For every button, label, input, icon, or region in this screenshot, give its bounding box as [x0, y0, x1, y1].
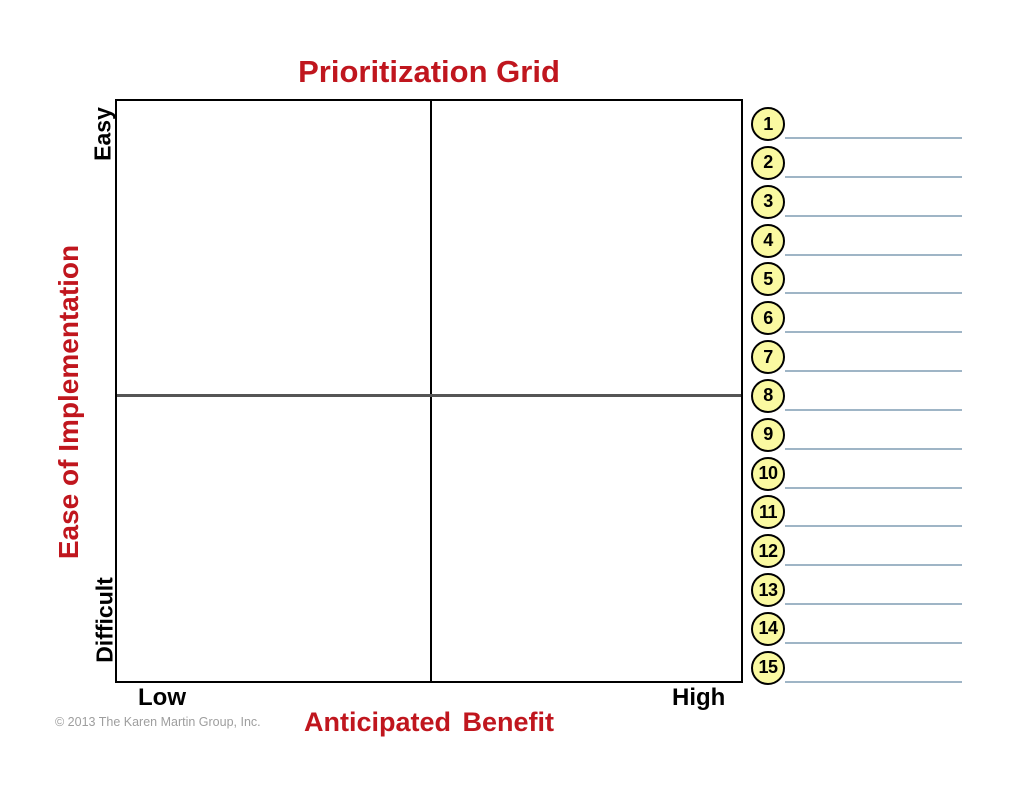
priority-write-line	[785, 331, 962, 334]
priority-list-item: 9	[751, 417, 964, 457]
x-axis-title: Anticipated Benefit	[303, 707, 555, 737]
priority-number-badge: 10	[751, 456, 785, 491]
x-axis-tick-low: Low	[138, 684, 186, 711]
priority-number-badge: 3	[751, 184, 785, 219]
priority-number-badge: 12	[751, 534, 785, 569]
priority-write-line	[785, 253, 962, 256]
priority-list-item: 11	[751, 495, 964, 534]
grid-vertical-divider	[430, 101, 432, 681]
priority-number-badge: 2	[751, 145, 785, 180]
priority-list-item: 2	[751, 145, 964, 185]
priority-list-item: 6	[751, 301, 964, 340]
copyright-notice: © 2013 The Karen Martin Group, Inc.	[55, 715, 261, 729]
priority-number-badge: 6	[751, 301, 785, 336]
priority-number-badge: 15	[751, 650, 785, 685]
page-title: Prioritization Grid	[298, 54, 560, 89]
priority-write-line	[785, 680, 962, 683]
priority-write-line	[785, 486, 962, 489]
priority-number-badge: 11	[751, 495, 785, 530]
priority-list-item: 5	[751, 262, 964, 301]
quadrant-easy-high	[428, 101, 741, 394]
quadrant-difficult-low	[117, 388, 430, 681]
priority-write-line	[785, 137, 962, 139]
priority-write-line	[785, 408, 962, 411]
priority-write-line	[785, 292, 962, 295]
priority-write-line	[785, 603, 962, 606]
priority-write-line	[785, 370, 962, 373]
priority-write-line	[785, 564, 962, 567]
priority-write-line	[785, 447, 962, 450]
priority-list-item: 13	[751, 573, 964, 612]
priority-list-item: 10	[751, 456, 964, 496]
priority-number-badge: 13	[751, 573, 785, 608]
quadrant-easy-low	[117, 101, 430, 394]
priority-write-line	[785, 214, 962, 217]
priority-number-badge: 4	[751, 223, 785, 258]
priority-write-line	[785, 175, 962, 178]
priority-write-line	[785, 525, 962, 528]
priority-number-badge: 5	[751, 262, 785, 297]
priority-number-badge: 7	[751, 340, 785, 375]
priority-list-item: 7	[751, 340, 964, 379]
y-axis-tick-easy: Easy	[89, 107, 116, 161]
priority-list-item: 14	[751, 611, 964, 651]
prioritization-grid	[115, 99, 743, 683]
priority-list-item: 1	[751, 107, 964, 146]
quadrant-difficult-high	[428, 388, 741, 681]
priority-list-item: 4	[751, 223, 964, 263]
priority-list: 1 2 3 4 5 6 7 8	[751, 107, 964, 690]
priority-number-badge: 14	[751, 611, 785, 646]
y-axis-tick-difficult: Difficult	[91, 577, 118, 663]
y-axis-title: Ease of Implementation	[53, 244, 84, 560]
priority-write-line	[785, 641, 962, 644]
x-axis-tick-high: High	[672, 684, 726, 711]
priority-list-item: 12	[751, 534, 964, 573]
priority-list-item: 8	[751, 378, 964, 418]
priority-number-badge: 8	[751, 378, 785, 413]
priority-number-badge: 9	[751, 417, 785, 452]
grid-horizontal-divider	[117, 394, 741, 397]
priority-list-item: 3	[751, 184, 964, 224]
priority-list-item: 15	[751, 650, 964, 690]
priority-number-badge: 1	[751, 107, 785, 141]
